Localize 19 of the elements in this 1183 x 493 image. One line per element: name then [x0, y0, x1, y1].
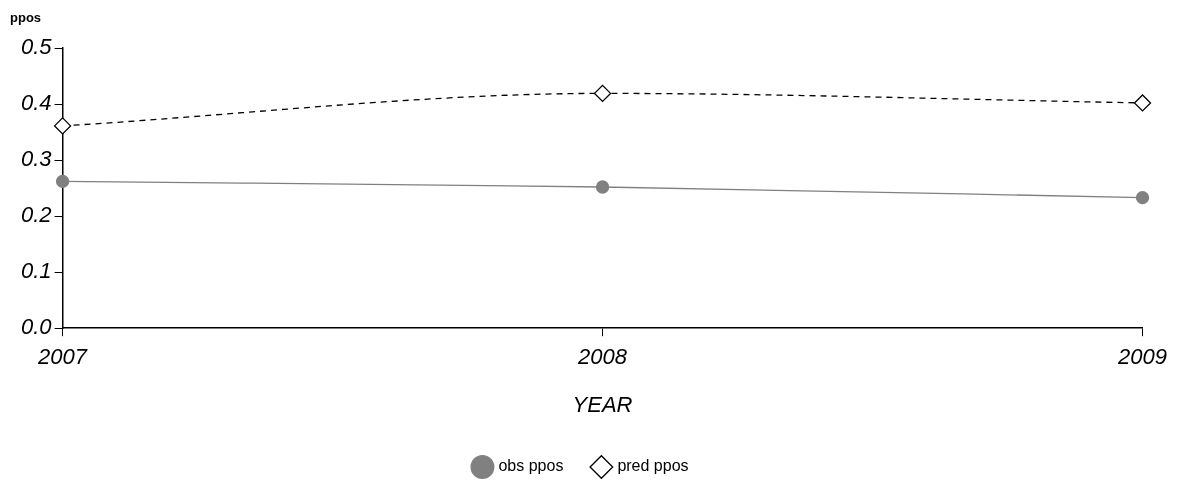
y-tick-label: 0.4 — [20, 90, 52, 116]
point — [55, 174, 70, 189]
y-axis-title: ppos — [10, 10, 42, 26]
y-tick-label: 0.1 — [20, 258, 52, 284]
point — [593, 84, 612, 103]
y-tick-label: 0.3 — [20, 146, 53, 172]
x-tick-label: 2007 — [37, 343, 88, 369]
point — [1133, 94, 1152, 112]
point — [53, 117, 72, 135]
y-tick-label: 0.2 — [20, 202, 52, 228]
x-axis-title: YEAR — [572, 391, 633, 417]
legend-label: pred ppos — [617, 457, 689, 475]
point — [595, 180, 610, 194]
y-tick-label: 0.5 — [20, 34, 53, 60]
x-tick-label: 2009 — [1117, 343, 1168, 369]
y-tick-label: 0.0 — [20, 314, 53, 340]
legend-label: obs ppos — [498, 457, 564, 475]
x-tick-label: 2008 — [577, 343, 628, 369]
point — [1135, 190, 1150, 205]
